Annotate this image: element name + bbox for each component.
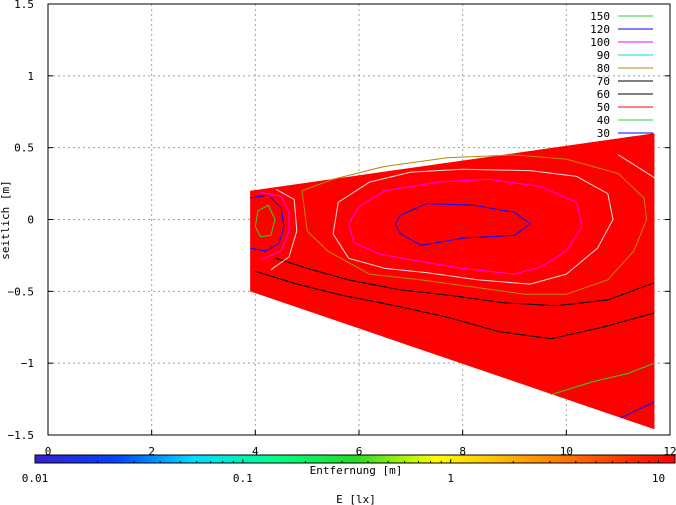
colorbar-tick-label: 0.01 <box>22 472 49 485</box>
legend-label: 90 <box>597 49 610 62</box>
contour-line-120 <box>250 194 285 252</box>
legend-label: 120 <box>590 23 610 36</box>
contour-line-100 <box>348 178 583 275</box>
contour-line-90 <box>270 188 298 271</box>
colorbar-gradient <box>34 454 676 464</box>
x-axis-label: Entfernung [m] <box>310 464 403 477</box>
illuminance-area <box>250 133 655 430</box>
x-axis-ticks: 0 2 4 6 8 10 12 <box>45 430 676 458</box>
y-tick-label: 0.5 <box>14 142 34 155</box>
contour-line-150 <box>254 204 276 238</box>
y-tick-label: 0 <box>27 214 34 227</box>
y-tick-label: −1.5 <box>8 429 35 442</box>
colorbar-label: E [lx] <box>336 493 376 505</box>
y-tick-label: −1 <box>21 357 34 370</box>
legend-label: 30 <box>597 127 610 140</box>
contour-line-60 <box>255 270 655 340</box>
x-tick-label: 6 <box>356 445 363 458</box>
contour-line-30 <box>620 401 655 419</box>
legend-label: 60 <box>597 88 610 101</box>
contour-line-80 <box>301 154 648 295</box>
x-tick-label: 8 <box>459 445 466 458</box>
x-tick-label: 2 <box>148 445 155 458</box>
contour-line-40 <box>550 362 655 396</box>
contour-line-70 <box>275 257 655 307</box>
contour-line-90 <box>617 154 655 179</box>
colorbar-tick-label: 0.1 <box>233 472 253 485</box>
illuminated-region <box>250 133 655 430</box>
legend-label: 70 <box>597 75 610 88</box>
contour-line-100 <box>260 191 290 261</box>
x-tick-label: 4 <box>252 445 259 458</box>
legend-label: 150 <box>590 10 610 23</box>
y-tick-label: −0.5 <box>8 285 35 298</box>
y-tick-label: 1 <box>27 70 34 83</box>
contour-line-120 <box>394 203 531 246</box>
y-axis-label: seitlich [m] <box>0 180 12 259</box>
colorbar-tick-label: 1 <box>447 472 454 485</box>
y-axis-ticks: −1.5 −1 −0.5 0 0.5 1 1.5 <box>8 0 670 442</box>
legend-label: 100 <box>590 36 610 49</box>
colorbar-tick-label: 10 <box>652 472 665 485</box>
colorbar: 0.01 0.1 1 10 <box>22 454 676 485</box>
legend-label: 40 <box>597 114 610 127</box>
legend-label: 50 <box>597 101 610 114</box>
legend-label: 80 <box>597 62 610 75</box>
y-tick-label: 1.5 <box>14 0 34 11</box>
contour-lines <box>250 154 655 419</box>
contour-line-90 <box>332 168 614 285</box>
x-tick-label: 0 <box>45 445 52 458</box>
